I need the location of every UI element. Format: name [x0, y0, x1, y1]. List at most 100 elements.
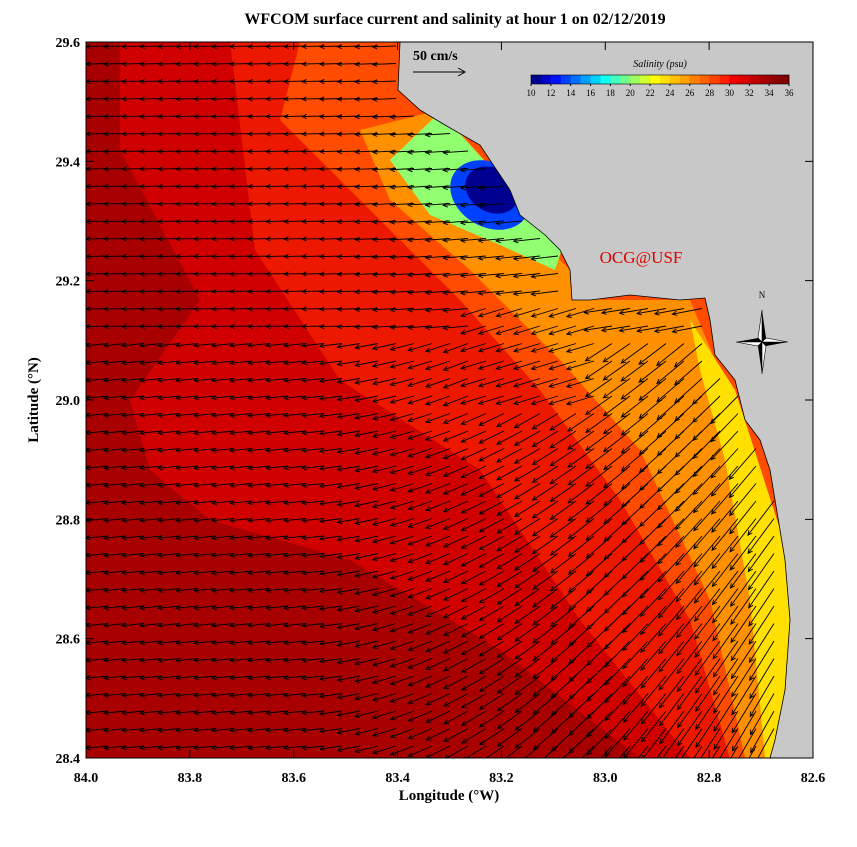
current-arrow [496, 710, 523, 730]
current-arrow [514, 640, 541, 660]
current-arrow [443, 728, 469, 743]
current-arrow [210, 552, 235, 558]
current-arrow [282, 430, 307, 436]
y-tick-label: 29.6 [56, 36, 81, 51]
current-arrow [495, 220, 523, 226]
current-arrow [478, 500, 505, 515]
current-arrow [210, 535, 235, 541]
current-arrow [604, 710, 631, 740]
current-arrow [618, 325, 649, 333]
colorbar-tick-label: 28 [705, 88, 715, 98]
current-arrow [568, 640, 595, 665]
current-arrow [156, 395, 181, 401]
current-arrow [712, 588, 739, 624]
current-arrow [354, 658, 379, 666]
current-arrow [120, 570, 145, 576]
current-arrow [192, 692, 217, 698]
current-arrow [477, 378, 505, 388]
current-arrow [156, 447, 181, 453]
current-arrow [531, 500, 559, 519]
current-arrow [586, 675, 613, 702]
current-arrow [318, 605, 343, 611]
current-arrow [658, 658, 685, 691]
current-arrow [156, 640, 181, 646]
colorbar-tick-label: 12 [546, 88, 555, 98]
current-arrow [638, 343, 667, 365]
current-arrow [657, 588, 685, 619]
current-arrow [640, 675, 667, 707]
current-arrow [524, 745, 541, 758]
current-arrow [120, 412, 145, 418]
colorbar-cell [600, 75, 611, 84]
current-arrow [478, 710, 505, 728]
current-arrow [156, 710, 181, 716]
watermark: OCG@USF [600, 248, 683, 267]
current-arrow [442, 395, 469, 407]
current-arrow [407, 675, 433, 687]
current-arrow [354, 343, 379, 350]
current-arrow [264, 710, 289, 716]
current-arrow [731, 675, 757, 716]
current-arrow [425, 588, 451, 600]
current-arrow [371, 96, 397, 102]
current-arrow [318, 465, 343, 471]
current-arrow [550, 710, 577, 735]
current-arrow [712, 605, 739, 642]
current-arrow [514, 710, 541, 731]
current-arrow [102, 640, 127, 646]
current-arrow [354, 413, 379, 420]
current-arrow [282, 412, 307, 418]
current-arrow [585, 588, 613, 613]
current-arrow [138, 552, 163, 558]
current-arrow [530, 395, 559, 406]
current-arrow [102, 552, 127, 558]
current-arrow [424, 343, 451, 353]
current-arrow [550, 693, 577, 717]
current-arrow [460, 500, 487, 514]
current-arrow [653, 308, 685, 316]
current-arrow [371, 710, 397, 720]
current-arrow [729, 553, 757, 589]
current-arrow [459, 167, 487, 173]
current-arrow [549, 588, 577, 610]
current-arrow [300, 605, 325, 611]
colorbar-cell [640, 75, 651, 84]
colorbar-tick-label: 22 [646, 88, 655, 98]
current-arrow [102, 482, 127, 488]
current-arrow [336, 535, 361, 542]
current-arrow [749, 640, 775, 682]
current-arrow [389, 430, 415, 439]
current-arrow [264, 430, 289, 436]
current-arrow [693, 500, 721, 532]
current-arrow [460, 570, 487, 585]
current-arrow [174, 640, 199, 646]
current-arrow [656, 360, 685, 385]
current-arrow [120, 500, 145, 506]
current-arrow [477, 185, 505, 191]
current-arrow [530, 325, 559, 336]
current-arrow [138, 535, 163, 541]
current-arrow [407, 430, 433, 440]
current-arrow [192, 517, 217, 523]
current-arrow [228, 605, 253, 611]
current-arrow [585, 430, 613, 451]
current-arrow [719, 728, 739, 758]
current-arrow [300, 745, 325, 751]
current-arrow [192, 570, 217, 576]
current-arrow [658, 675, 685, 709]
current-arrow [354, 675, 379, 684]
current-arrow [512, 308, 541, 318]
current-arrow [600, 308, 631, 315]
current-arrow [192, 395, 217, 401]
current-arrow [512, 273, 541, 279]
current-arrow [156, 675, 181, 681]
current-arrow [442, 465, 469, 477]
current-arrow [548, 360, 577, 371]
current-arrow [120, 640, 145, 646]
current-arrow [407, 710, 433, 722]
current-arrow [512, 378, 541, 388]
current-arrow [156, 657, 181, 663]
current-arrow [246, 657, 271, 663]
current-arrow [174, 570, 199, 576]
current-arrow [300, 727, 325, 733]
